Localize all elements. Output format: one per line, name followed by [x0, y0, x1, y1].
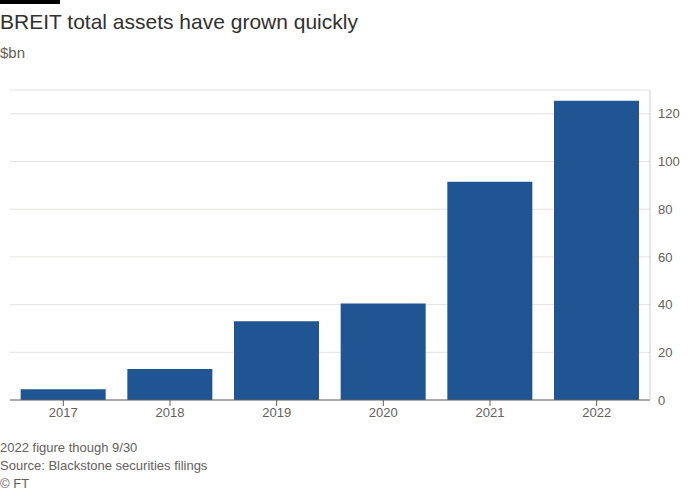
svg-text:2022: 2022 [582, 405, 611, 420]
html-text:Source: Blackstone securities: Source: Blackstone securities filings [0, 458, 208, 473]
svg-text:60: 60 [658, 250, 672, 265]
svg-text:80: 80 [658, 202, 672, 217]
svg-text:40: 40 [658, 297, 672, 312]
svg-text:2017: 2017 [49, 405, 78, 420]
html-text:2022 figure though 9/30: 2022 figure though 9/30 [0, 440, 138, 455]
svg-text:120: 120 [658, 106, 680, 121]
html-text:$bn: $bn [0, 44, 25, 61]
svg-text:0: 0 [658, 393, 665, 408]
svg-text:2021: 2021 [476, 405, 505, 420]
svg-text:100: 100 [658, 154, 680, 169]
svg-text:20: 20 [658, 345, 672, 360]
svg-text:2020: 2020 [369, 405, 398, 420]
svg-text:2018: 2018 [156, 405, 185, 420]
svg-text:2019: 2019 [262, 405, 291, 420]
html-text:BREIT total assets have grown: BREIT total assets have grown quickly [0, 10, 358, 33]
html-text:© FT: © FT [0, 476, 30, 491]
